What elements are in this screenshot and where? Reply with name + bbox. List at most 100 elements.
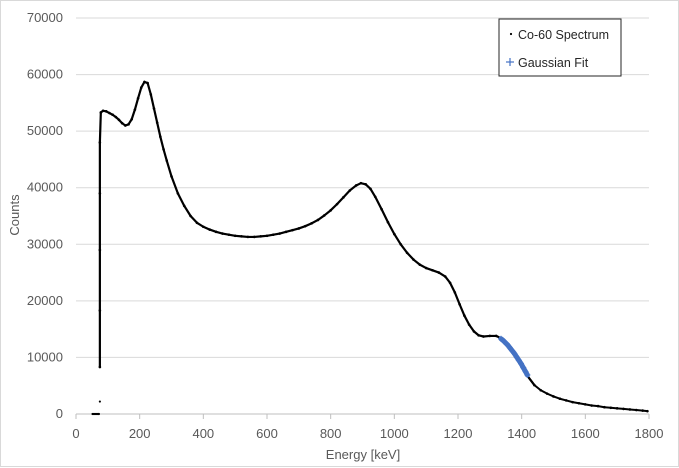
spectrum-point xyxy=(482,335,485,338)
x-tick-label: 0 xyxy=(72,426,79,441)
spectrum-point xyxy=(386,220,390,224)
spectrum-segment xyxy=(329,203,339,212)
spectrum-segment xyxy=(412,258,421,266)
spectrum-segment xyxy=(393,233,402,246)
spectrum-point xyxy=(127,123,130,126)
spectrum-point xyxy=(98,309,102,312)
spectrum-point xyxy=(98,141,102,144)
legend-label-gaussian-fit: Gaussian Fit xyxy=(518,56,589,70)
gridlines xyxy=(76,17,649,358)
x-axis-label: Energy [keV] xyxy=(326,447,400,462)
spectrum-segment xyxy=(335,196,345,206)
spectrum-point xyxy=(136,97,140,100)
spectrum-point xyxy=(369,187,372,191)
spectrum-point xyxy=(130,117,134,121)
spectrum-point xyxy=(335,202,339,206)
spectrum-tail-segment xyxy=(527,375,536,387)
spectrum-point xyxy=(278,232,282,235)
spectrum-point xyxy=(323,214,326,217)
spectrum-point xyxy=(221,232,224,235)
spectrum-tail-segment xyxy=(558,397,568,402)
spectrum-point xyxy=(98,365,102,369)
y-tick-label: 20000 xyxy=(27,293,63,308)
spectrum-point xyxy=(117,118,121,122)
spectrum-point xyxy=(373,195,377,199)
spectrum-point xyxy=(189,214,192,218)
spectrum-point xyxy=(111,113,114,117)
spectrum-segment xyxy=(133,97,140,111)
spectrum-point xyxy=(143,80,146,84)
spectrum-point xyxy=(133,108,137,111)
spectrum-tail-segment xyxy=(565,399,574,404)
spectrum-point xyxy=(291,228,294,232)
spectrum-segment xyxy=(176,192,186,207)
spectrum-point xyxy=(453,291,457,294)
spectrum-tail-segment xyxy=(577,402,587,406)
spectrum-point xyxy=(155,121,159,124)
spectrum-tail-segment xyxy=(641,409,649,413)
spectrum-tail-segment xyxy=(597,405,606,409)
spectrum-segment xyxy=(323,209,332,217)
spectrum-point xyxy=(412,258,415,261)
spectrum-point xyxy=(114,115,118,119)
spectrum-tail-segment xyxy=(590,404,600,408)
spectrum-point xyxy=(259,235,262,238)
spectrum-point xyxy=(176,192,180,195)
spectrum-segment xyxy=(146,81,152,96)
spectrum-point xyxy=(227,233,231,236)
data-series xyxy=(91,80,649,416)
legend-label-co60-spectrum: Co-60 Spectrum xyxy=(518,28,609,42)
spectrum-point xyxy=(146,81,149,85)
spectrum-point xyxy=(297,227,301,230)
spectrum-point xyxy=(246,235,250,239)
spectrum-tail-segment xyxy=(609,406,619,410)
spectrum-point xyxy=(342,196,345,199)
spectrum-point xyxy=(437,271,441,274)
spectrum-point xyxy=(233,234,237,238)
spectrum-segment xyxy=(156,121,162,138)
spectrum-point xyxy=(208,228,211,231)
spectrum-point xyxy=(463,314,466,317)
spectrum-point xyxy=(348,189,352,192)
spectrum-tail-segment xyxy=(533,384,542,392)
x-tick-label: 1800 xyxy=(635,426,664,441)
spectrum-point xyxy=(149,93,153,96)
spectrum-segment xyxy=(453,291,461,306)
spectrum-segment xyxy=(386,221,396,236)
spectrum-segment xyxy=(183,204,192,218)
spectrum-point xyxy=(329,209,332,212)
spectrum-tail-segment xyxy=(622,407,631,411)
spectrum-point xyxy=(424,266,428,270)
spectrum-segment xyxy=(159,135,165,151)
axes xyxy=(75,413,650,419)
y-tick-label: 70000 xyxy=(27,10,63,25)
y-tick-label: 10000 xyxy=(27,349,63,364)
spectrum-segment xyxy=(399,243,409,254)
spectrum-point xyxy=(364,183,367,186)
spectrum-segment xyxy=(316,214,326,222)
spectrum-segment xyxy=(374,195,383,211)
y-tick-label: 50000 xyxy=(27,123,63,138)
spectrum-point xyxy=(195,221,199,225)
spectrum-point xyxy=(108,111,111,115)
series-gaussian-fit xyxy=(497,335,531,378)
spectrum-tail-segment xyxy=(635,409,644,412)
spectrum-point xyxy=(120,121,124,125)
spectrum-tail-segment xyxy=(603,406,612,409)
x-tick-label: 200 xyxy=(129,426,151,441)
spectrum-point xyxy=(431,269,434,272)
spectrum-segment xyxy=(130,108,136,121)
spectrum-point xyxy=(380,207,383,211)
spectrum-point xyxy=(99,111,103,114)
spectrum-segment xyxy=(165,159,173,178)
x-tick-label: 400 xyxy=(192,426,214,441)
spectrum-tail-segment xyxy=(546,392,555,398)
spectrum-point xyxy=(477,334,480,337)
spectrum-point xyxy=(467,323,471,326)
spectrum-point xyxy=(252,235,256,239)
y-tick-label: 30000 xyxy=(27,236,63,251)
spectrum-point xyxy=(240,235,243,238)
spectrum-point xyxy=(159,135,162,139)
spectrum-point xyxy=(399,242,403,246)
